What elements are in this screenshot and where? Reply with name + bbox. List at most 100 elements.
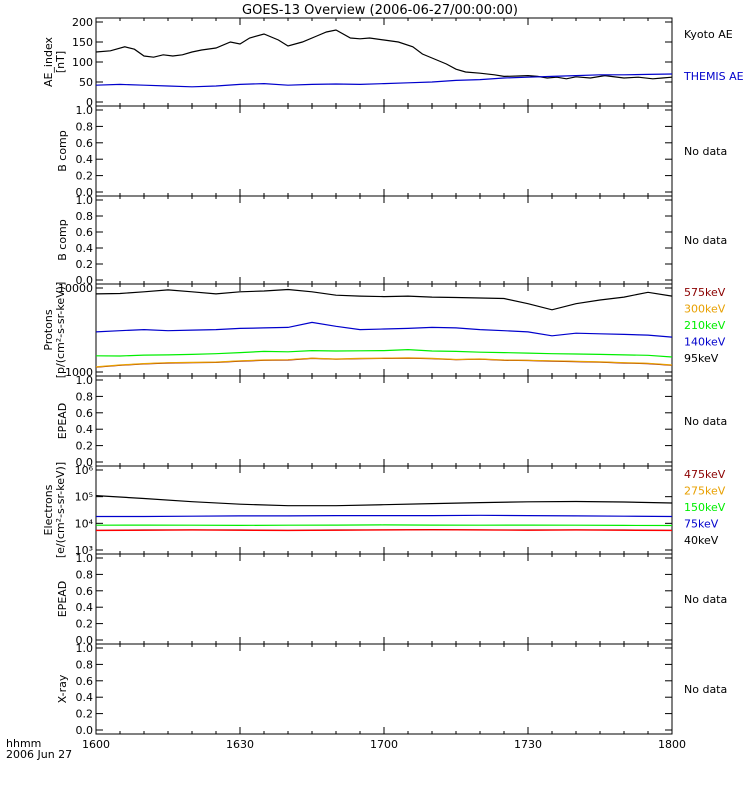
y-tick-label: 0.6: [76, 585, 94, 598]
legend-label: 275keV: [684, 485, 726, 498]
y-tick-label: 0.2: [76, 258, 94, 271]
y-tick-label: 1.0: [76, 104, 94, 117]
panel-7: 0.0 0.2 0.4 0.6 0.8 1.0 EPEAD No data: [56, 552, 727, 647]
legend-label: 475keV: [684, 468, 726, 481]
legend-label: 210keV: [684, 319, 726, 332]
panel-frame: [95, 17, 673, 107]
y-tick-label: 0.6: [76, 675, 94, 688]
no-data-label: No data: [684, 415, 727, 428]
legend-label: Kyoto AE: [684, 28, 733, 41]
panel-frame: [95, 375, 673, 467]
y-tick-label: 0.2: [76, 170, 94, 183]
legend-label: 300keV: [684, 303, 726, 316]
y-axis-label: [nT]: [54, 51, 67, 73]
panel-5: 0.0 0.2 0.4 0.6 0.8 1.0 EPEAD No data: [56, 374, 727, 469]
y-tick-label: 100: [72, 56, 93, 69]
y-tick-label: 0.8: [76, 120, 94, 133]
y-tick-label: 0.0: [76, 724, 94, 737]
series-line-themis-ae: [95, 73, 673, 88]
y-tick-label: 10³: [75, 544, 93, 557]
y-tick-label: 1.0: [76, 374, 94, 387]
y-tick-label: 0.0: [76, 274, 94, 287]
legend-label: 75keV: [684, 518, 719, 531]
series-line-95kev: [95, 288, 673, 311]
y-axis-label: X-ray: [56, 674, 69, 703]
y-tick-label: 0.6: [76, 226, 94, 239]
no-data-label: No data: [684, 145, 727, 158]
y-tick-label: 0.0: [76, 456, 94, 469]
y-axis-label: Electrons: [42, 484, 55, 535]
panel-frame: [95, 195, 673, 285]
panel-4: 1000 10000 Protons [p/(cm²-s-sr-keV)] 575keV…: [42, 282, 726, 379]
x-tick-label: 1700: [370, 738, 398, 751]
y-axis-label: EPEAD: [56, 581, 69, 618]
panel-frame: [95, 105, 673, 197]
y-axis-label: B comp: [56, 219, 69, 261]
figure-title: GOES-13 Overview (2006-06-27/00:00:00): [242, 3, 518, 18]
series-line-210kev: [95, 348, 673, 358]
legend-label: 40keV: [684, 534, 719, 547]
series-line-40kev: [95, 495, 673, 507]
panel-6: 10³ 10⁴ 10⁵ 10⁶ Electrons [e/(cm²-s-sr-keV)] 4…: [42, 462, 726, 558]
series-line-275kev: [95, 529, 673, 532]
y-tick-label: 0.4: [76, 601, 94, 614]
x-axis: 1600 1630 1700 1730 1800: [82, 738, 686, 751]
no-data-label: No data: [684, 234, 727, 247]
panel-1: 0 50 100 150 200 AE_index [nT] Kyoto AE THEMIS A…: [42, 16, 744, 109]
y-axis-label: Protons: [42, 309, 55, 350]
legend-label: 140keV: [684, 336, 726, 349]
legend-label: THEMIS AE: [683, 70, 744, 83]
y-tick-label: 0.0: [76, 186, 94, 199]
y-tick-label: 50: [79, 76, 93, 89]
y-tick-label: 200: [72, 16, 93, 29]
legend-label: 150keV: [684, 501, 726, 514]
y-axis-label: B comp: [56, 130, 69, 172]
no-data-label: No data: [684, 593, 727, 606]
y-axis-label: AE_index: [42, 36, 55, 87]
series-line-kyoto-ae: [95, 29, 673, 80]
panel-frame: [95, 643, 673, 735]
no-data-label: No data: [684, 683, 727, 696]
x-axis-date-label: 2006 Jun 27: [6, 748, 72, 761]
y-tick-label: 1.0: [76, 552, 94, 565]
x-axis-hhmm-label: hhmm: [6, 737, 41, 750]
y-tick-label: 1.0: [76, 642, 94, 655]
panel-frame: [95, 465, 673, 555]
x-tick-label: 1800: [658, 738, 686, 751]
y-tick-label: 0.2: [76, 618, 94, 631]
panel-8: 0.0 0.2 0.4 0.6 0.8 1.0 X-ray No data: [56, 642, 727, 737]
y-axis-label: EPEAD: [56, 403, 69, 440]
x-tick-label: 1630: [226, 738, 254, 751]
y-tick-label: 0.6: [76, 137, 94, 150]
y-tick-label: 150: [72, 36, 93, 49]
panel-2: 0.0 0.2 0.4 0.6 0.8 1.0 B comp No data: [56, 104, 727, 199]
y-tick-label: 10000: [58, 282, 93, 295]
y-tick-label: 0.8: [76, 210, 94, 223]
y-tick-label: 0.6: [76, 407, 94, 420]
y-tick-label: 0.4: [76, 423, 94, 436]
y-tick-label: 0.2: [76, 440, 94, 453]
panel-frame: [95, 553, 673, 645]
y-axis-label: [p/(cm²-s-sr-keV)]: [54, 282, 67, 379]
y-tick-label: 10⁴: [75, 517, 94, 530]
y-tick-label: 0.4: [76, 691, 94, 704]
y-tick-label: 0.4: [76, 153, 94, 166]
legend-label: 575keV: [684, 286, 726, 299]
y-axis-label: [e/(cm²-s-sr-keV)]: [54, 462, 67, 558]
y-tick-label: 0.2: [76, 708, 94, 721]
series-line-140kev: [95, 321, 673, 338]
series-line-300kev: [95, 357, 673, 368]
y-tick-label: 0.8: [76, 568, 94, 581]
y-tick-label: 0.8: [76, 658, 94, 671]
y-tick-label: 0: [86, 96, 93, 109]
series-line-150kev: [95, 524, 673, 527]
y-tick-label: 0.0: [76, 634, 94, 647]
y-tick-label: 10⁵: [75, 491, 93, 504]
series-line-75kev: [96, 514, 673, 518]
y-tick-label: 1000: [65, 366, 93, 379]
x-tick-label: 1600: [82, 738, 110, 751]
y-tick-label: 1.0: [76, 194, 94, 207]
y-tick-label: 0.8: [76, 390, 94, 403]
panels: 0 50 100 150 200 AE_index [nT] Kyoto AE THEMIS A…: [42, 16, 744, 737]
